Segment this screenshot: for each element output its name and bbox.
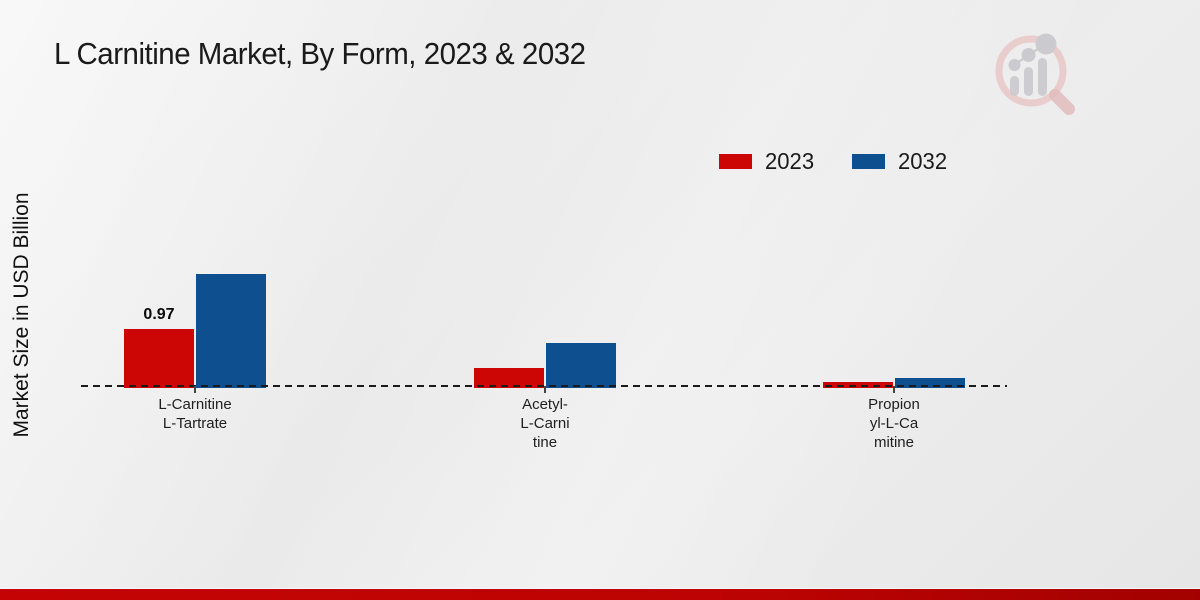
chart-legend: 2023 2032 <box>719 148 949 175</box>
x-axis-tick <box>893 386 895 393</box>
legend-swatch-2032 <box>852 154 886 169</box>
category-label-acetyl-l-carnitine: Acetyl- L-Carni tine <box>520 396 570 451</box>
category-label-propionyl-l-camitine: Propion yl-L-Ca mitine <box>868 396 920 451</box>
bar-2032-l-carnitine-l-tartrate <box>196 274 266 388</box>
bar-2023-acetyl-l-carnitine <box>474 368 544 388</box>
bar-2032-acetyl-l-carnitine <box>546 343 616 388</box>
chart-title: L Carnitine Market, By Form, 2023 & 2032 <box>54 36 586 71</box>
legend-label: 2023 <box>765 148 815 174</box>
legend-label: 2032 <box>898 148 948 174</box>
legend-item-2023: 2023 <box>719 148 816 175</box>
bar-2023-l-carnitine-l-tartrate <box>124 329 194 388</box>
x-axis-tick <box>544 386 546 393</box>
bar-2032-propionyl-l-camitine <box>895 378 965 388</box>
brand-watermark-icon <box>995 33 1075 115</box>
legend-item-2032: 2032 <box>852 148 949 175</box>
footer-accent-bar <box>0 588 1200 600</box>
legend-swatch-2023 <box>719 154 752 169</box>
category-label-l-carnitine-l-tartrate: L-Carnitine L-Tartrate <box>158 396 232 432</box>
x-axis-tick <box>194 386 196 393</box>
bar-value-label-2023-l-carnitine-l-tartrate: 0.97 <box>143 306 175 323</box>
